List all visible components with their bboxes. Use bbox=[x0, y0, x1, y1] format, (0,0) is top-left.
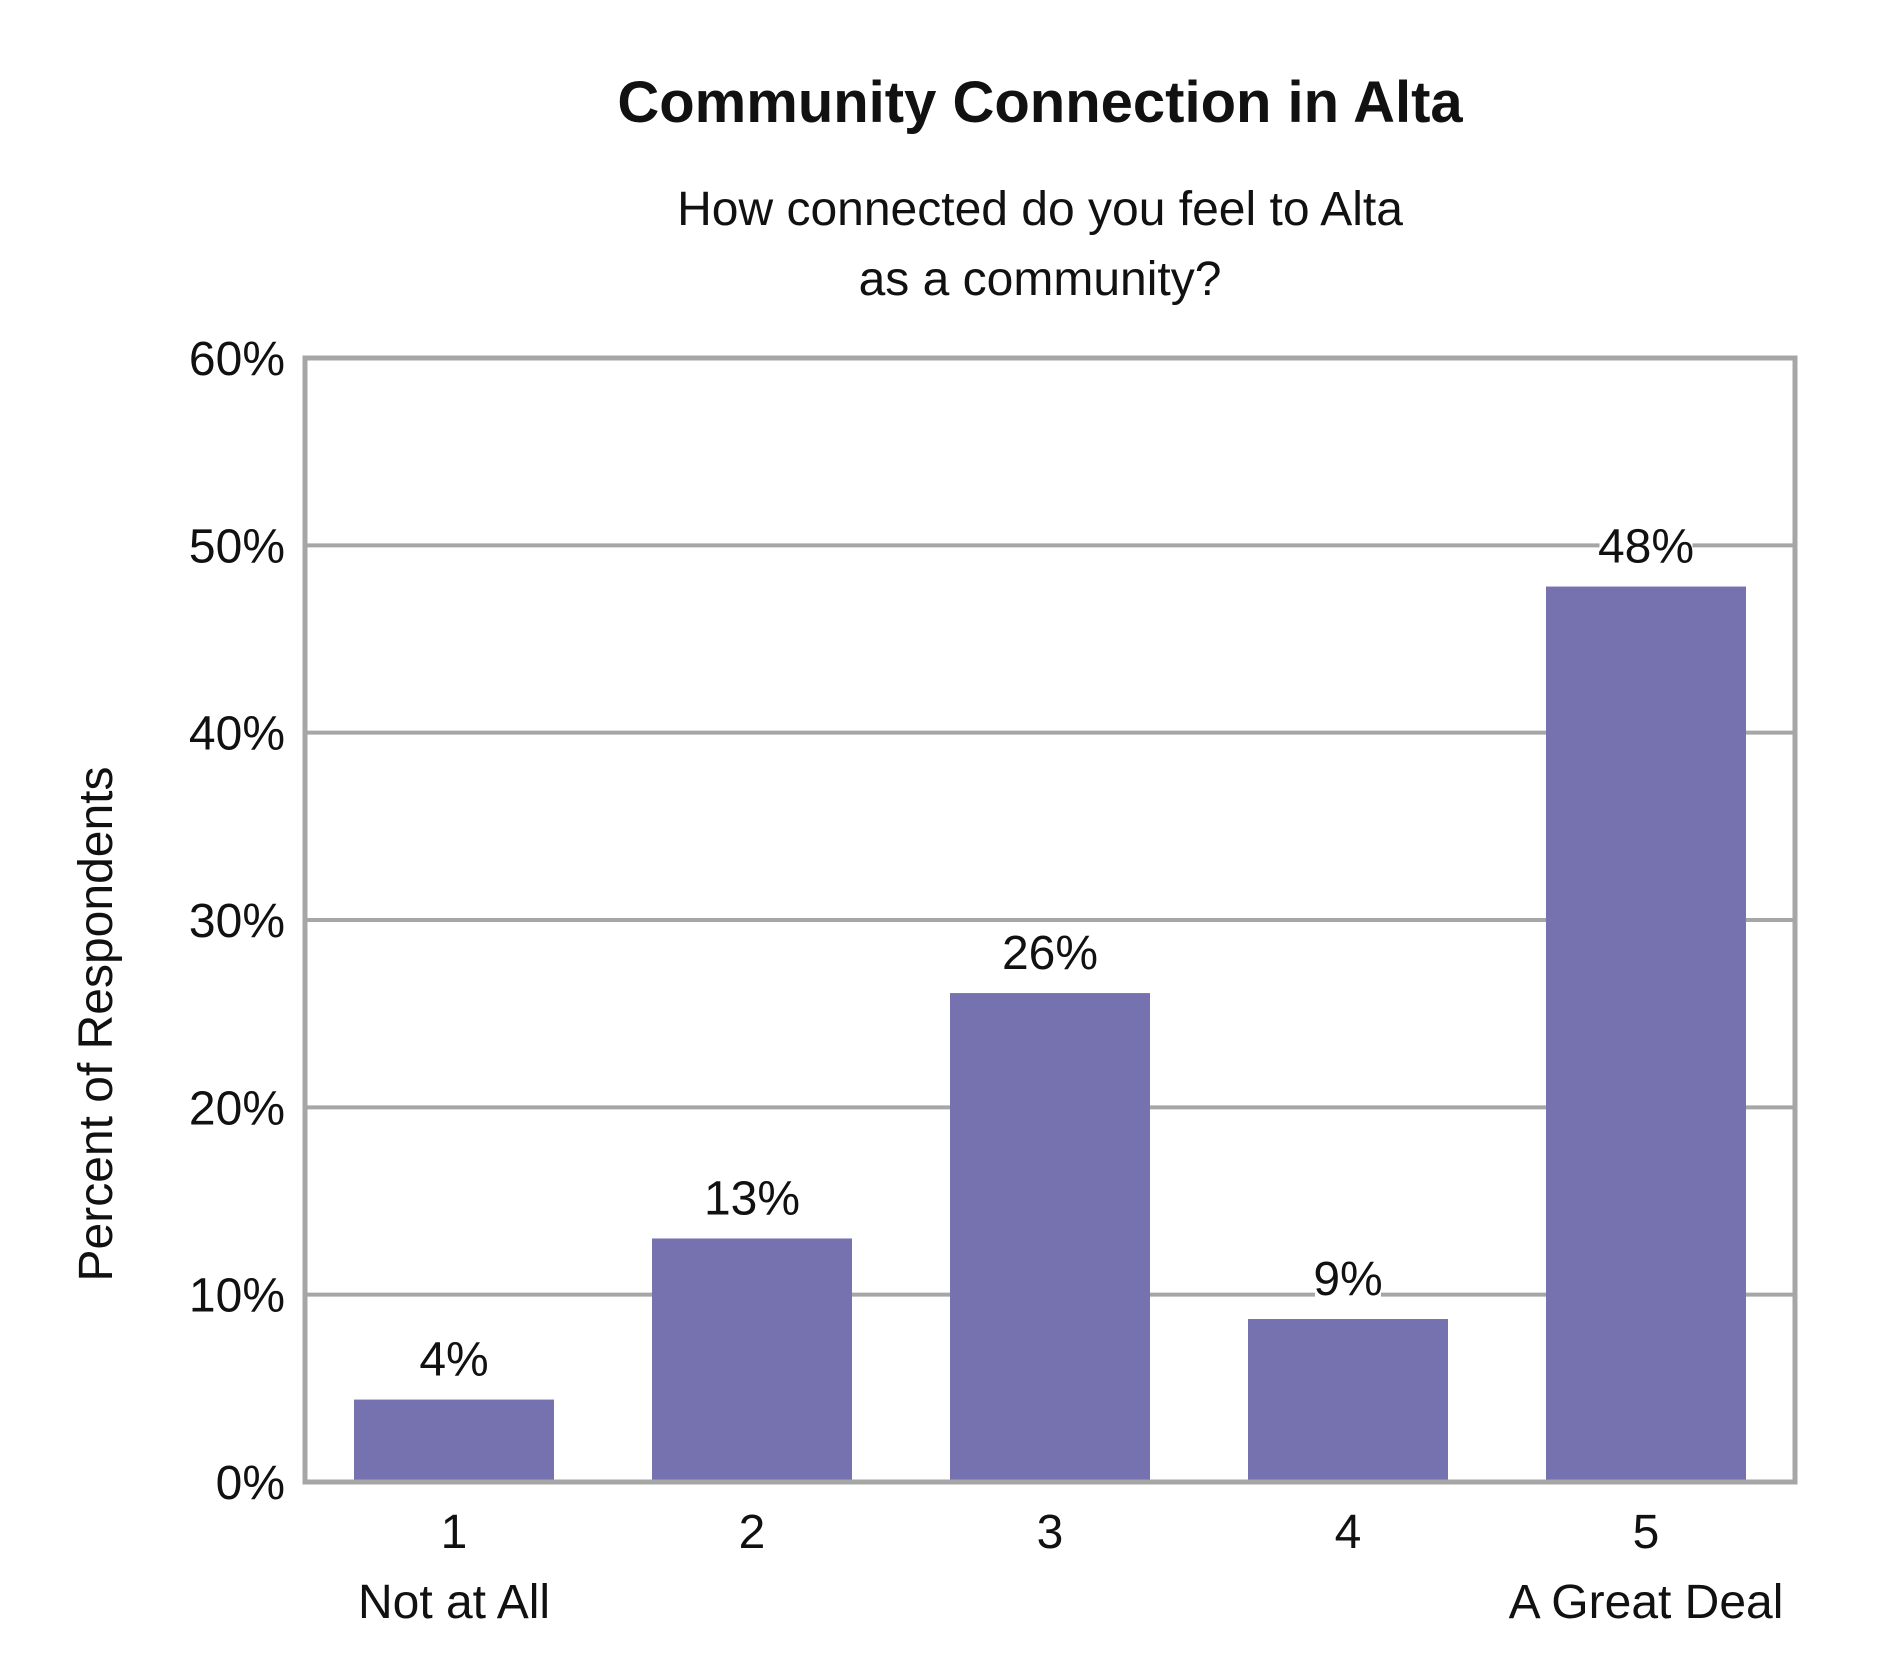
x-tick-label: 4 bbox=[1335, 1506, 1362, 1559]
bars bbox=[354, 586, 1746, 1482]
y-tick-label: 30% bbox=[189, 895, 285, 948]
y-tick-label: 50% bbox=[189, 520, 285, 573]
y-tick-label: 20% bbox=[189, 1082, 285, 1135]
x-tick-sublabel: Not at All bbox=[358, 1576, 550, 1629]
x-tick-label: 2 bbox=[739, 1506, 766, 1559]
x-axis-ticks: 1 Not at All 2 3 4 5 A Great Deal bbox=[358, 1506, 1783, 1629]
bar bbox=[1248, 1319, 1448, 1482]
data-label-background bbox=[1315, 1251, 1381, 1308]
data-label-background bbox=[705, 1170, 799, 1227]
data-label: 9% bbox=[1313, 1253, 1382, 1306]
plot-frame bbox=[302, 355, 1798, 1485]
y-axis-label: Percent of Respondents bbox=[70, 767, 123, 1282]
data-labels: 4% 13% 26% 9% 48% bbox=[419, 518, 1694, 1388]
x-tick-sublabel: A Great Deal bbox=[1509, 1576, 1784, 1629]
data-label: 48% bbox=[1598, 521, 1694, 574]
y-tick-label: 60% bbox=[189, 333, 285, 386]
bar bbox=[950, 993, 1150, 1482]
data-label: 26% bbox=[1002, 927, 1098, 980]
x-tick-label: 1 bbox=[441, 1506, 468, 1559]
data-label-background bbox=[1599, 518, 1693, 575]
data-label-background bbox=[421, 1331, 487, 1388]
chart-subtitle-line-1: How connected do you feel to Alta bbox=[677, 183, 1403, 236]
chart-subtitle-line-2: as a community? bbox=[859, 253, 1222, 306]
data-label: 13% bbox=[704, 1172, 800, 1225]
bar bbox=[354, 1399, 554, 1482]
chart-title: Community Connection in Alta bbox=[617, 70, 1463, 135]
bar bbox=[1546, 586, 1746, 1482]
x-tick-label: 3 bbox=[1037, 1506, 1064, 1559]
y-axis-ticks: 0% 10% 20% 30% 40% 50% 60% bbox=[189, 333, 285, 1510]
data-label-background bbox=[1003, 925, 1097, 982]
y-tick-label: 10% bbox=[189, 1270, 285, 1323]
data-label: 4% bbox=[419, 1334, 488, 1387]
bar bbox=[652, 1238, 852, 1482]
x-tick-label: 5 bbox=[1633, 1506, 1660, 1559]
y-tick-label: 0% bbox=[216, 1457, 285, 1510]
y-tick-label: 40% bbox=[189, 708, 285, 761]
